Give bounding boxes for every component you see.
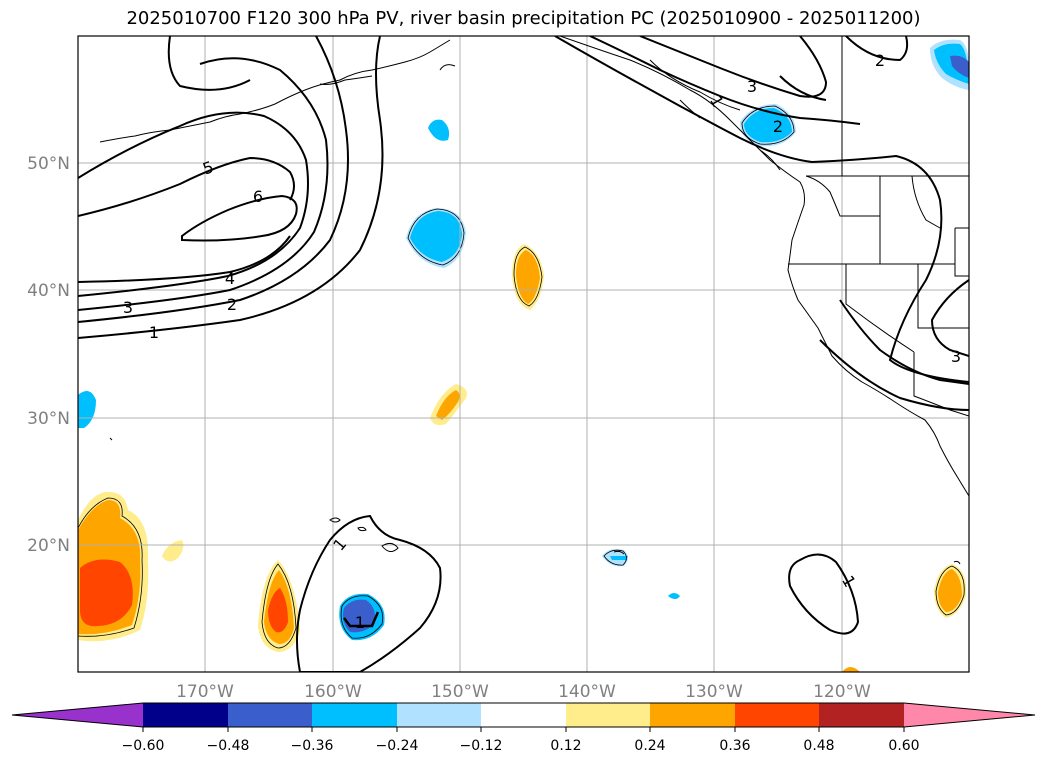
colorbar-extend-low [12,703,143,727]
colorbar-segment [228,703,312,727]
longitude-labels: 170°W 160°W 150°W 140°W 130°W 120°W [176,682,871,702]
colorbar-segment [650,703,735,727]
contour-label: 2 [875,51,885,70]
colorbar-extend-high [904,703,1035,727]
lon-label: 170°W [176,682,234,702]
lon-label: 120°W [813,682,871,702]
colorbar-segment [397,703,481,727]
colorbar-tick-label: −0.60 [122,738,165,754]
contour-label: 3 [123,298,133,317]
contour-label: 2 [773,117,783,136]
map-frame [77,35,970,673]
precip-positive-area [938,569,962,612]
contour-label: 3 [747,77,757,96]
contour-label: 1 [149,323,159,342]
lat-label: 20°N [27,536,70,556]
precip-positive-area [268,588,288,633]
precip-negative-area [950,55,969,78]
colorbar-tick-label: −0.24 [376,738,419,754]
colorbar-tick-label: 0.12 [550,738,581,754]
lon-label: 150°W [431,682,489,702]
colorbar-tick-label: 0.36 [719,738,750,754]
lon-label: 160°W [304,682,362,702]
lat-label: 40°N [27,281,70,301]
colorbar-tick-label: 0.24 [634,738,665,754]
colorbar: −0.60 −0.48 −0.36 −0.24 −0.12 0.12 0.24 … [11,702,1036,754]
map-area: 5 6 4 3 2 1 3 2 2 1 3 1 1 1 [78,36,969,672]
colorbar-segment [481,703,566,727]
contour-label: 2 [227,295,237,314]
contour-label: 3 [951,347,961,366]
contour-label: 6 [253,187,263,206]
colorbar-tick-label: 0.60 [888,738,919,754]
colorbar-tick-label: −0.12 [460,738,503,754]
colorbar-tick-label: −0.36 [291,738,334,754]
precip-negative-area [610,556,628,560]
colorbar-segment [566,703,650,727]
precip-negative-area [668,593,680,599]
colorbar-segment [819,703,904,727]
lat-label: 50°N [27,154,70,174]
precip-negative-area [744,108,792,143]
precip-positive-area [436,390,460,420]
coastlines [99,36,969,565]
colorbar-tick-label: 0.48 [803,738,834,754]
lon-label: 130°W [685,682,743,702]
precip-negative-area [934,43,969,84]
precip-outlines [78,105,965,649]
precip-positive-area [842,667,860,672]
precip-negative-area [78,391,96,428]
lon-label: 140°W [558,682,616,702]
map-title: 2025010700 F120 300 hPa PV, river basin … [126,8,921,29]
colorbar-segment [143,703,228,727]
colorbar-tick-label: −0.48 [207,738,250,754]
precip-negative-area [428,119,450,141]
latitude-labels: 50°N 40°N 30°N 20°N [27,154,70,556]
precip-positive-area [80,559,133,627]
precip-negative-area [410,211,462,262]
colorbar-segment [312,703,397,727]
precip-negative-area [342,599,375,633]
precipitation-fill [78,39,969,672]
contour-label: 1 [355,613,365,632]
contour-label: 4 [225,269,235,288]
pv-contours [78,36,969,672]
colorbar-segment [735,703,819,727]
lat-label: 30°N [27,409,70,429]
contour-labels: 5 6 4 3 2 1 3 2 2 1 3 1 1 1 [123,51,961,632]
